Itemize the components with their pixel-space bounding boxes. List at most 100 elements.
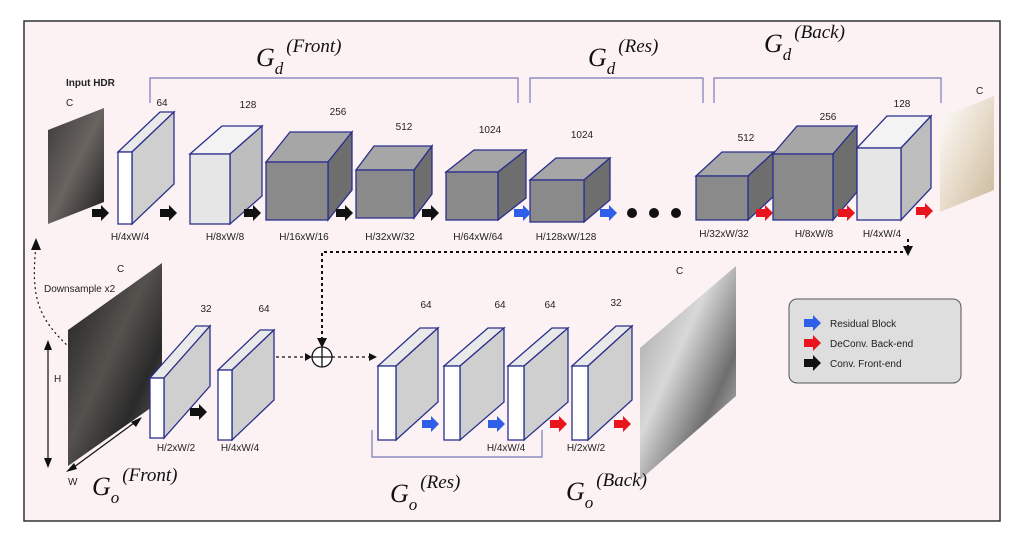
legend-label: DeConv. Back-end [830,339,913,350]
conv-arrow [422,205,439,221]
channel-count-label: 256 [330,107,347,118]
encoder-block-6 [528,156,612,224]
channel-count-label: 256 [820,112,837,123]
deconv-arrow [756,205,773,221]
residual-arrow [514,205,531,221]
gd-front-bracket [149,77,519,103]
residual-arrow [488,416,505,432]
conv-arrow [92,205,109,221]
channel-count-label: 128 [894,99,911,110]
gd-back-bracket [713,77,942,103]
resolution-label: H/2xW/2 [157,443,196,454]
conv-arrow [160,205,177,221]
deconv-arrow [916,203,933,219]
deconv-arrow [550,416,567,432]
resolution-label: H/4xW/4 [111,232,150,243]
skip-connection-dotted [321,236,909,340]
residual-arrow [600,205,617,221]
channel-count-label: 512 [738,133,755,144]
legend-box [788,298,962,384]
to-sum-arrowhead [305,353,312,361]
encoder-block-7 [694,150,776,222]
resolution-label: H/64xW/64 [453,232,503,243]
origin-block-4 [442,326,506,442]
resolution-label: H/32xW/32 [699,229,749,240]
svg-text:Gd(Front): Gd(Front) [256,36,342,78]
legend-label: Conv. Front-end [830,359,902,370]
legend-arrow [804,315,821,331]
encoder-block-1 [116,110,176,226]
downsample-arc [33,245,71,349]
channel-count-label: 1024 [571,130,594,141]
output-image-top [940,96,994,212]
input-big-channel-label: C [117,264,124,275]
resolution-label: H/32xW/32 [365,232,415,243]
input-hdr-label: Input HDR [66,78,116,89]
gd-res-title: Gd(Res) [588,36,658,78]
deconv-arrow [838,205,855,221]
legend: Residual Block DeConv. Back-end Conv. Fron… [788,298,962,384]
h-arrowhead-down [44,458,52,468]
encoder-block-3 [264,130,354,222]
conv-arrow [336,205,353,221]
top-blocks: 64 H/4xW/4 128 H/8xW/8 256 H/16xW/16 512 H/32xW… [111,98,933,243]
channel-count-label: 64 [544,300,556,311]
origin-block-3 [376,326,440,442]
channel-count-label: 64 [156,98,168,109]
resolution-label: H/4xW/4 [221,443,260,454]
downsample-arrowhead [31,238,41,250]
output-image-large [640,266,736,480]
input-hdr-image [48,108,104,224]
ellipsis-dot [671,208,681,218]
channel-count-label: 512 [396,122,413,133]
h-arrowhead-up [44,340,52,350]
encoder-block-4 [354,144,434,220]
output-big-channel-label: C [676,266,683,277]
svg-text:Gd(Back): Gd(Back) [764,22,845,64]
input-hdr-image-large [68,263,162,466]
w-arrowhead-left [66,463,77,472]
encoder-block-8 [771,124,859,222]
channel-count-label: 32 [610,298,622,309]
conv-arrow [244,205,261,221]
go-back-title: Go(Back) [566,470,647,512]
resolution-label: H/4xW/4 [863,229,902,240]
svg-text:Gd(Res): Gd(Res) [588,36,658,78]
channel-count-label: 1024 [479,125,502,136]
resolution-label: H/4xW/4 [487,443,526,454]
from-sum-arrowhead [369,353,377,361]
conv-arrow [190,404,207,420]
origin-block-5 [506,326,570,442]
encoder-block-9 [855,114,933,222]
input-channel-label: C [66,98,73,109]
origin-block-2 [216,328,276,442]
ellipsis-dot [627,208,637,218]
channel-count-label: 64 [494,300,506,311]
residual-arrow [422,416,439,432]
output-channel-label: C [976,86,983,97]
downsample-label: Downsample x2 [44,284,116,295]
bottom-blocks: 32 H/2xW/2 64 H/4xW/4 64 64 64 H/4xW/4 32 H/2xW/2 [148,298,634,454]
channel-count-label: 64 [258,304,270,315]
channel-count-label: 64 [420,300,432,311]
w-dimension-label: W [68,477,78,488]
gd-front-title: Gd(Front) [256,36,342,78]
go-res-bracket [371,430,543,458]
encoder-block-5 [444,148,528,222]
legend-arrow [804,355,821,371]
w-dimension-line [69,419,139,471]
svg-text:Go(Res): Go(Res) [390,472,460,514]
channel-count-label: 128 [240,100,257,111]
gd-res-bracket [529,77,704,103]
origin-block-6 [570,324,634,442]
resolution-label: H/8xW/8 [206,232,245,243]
top-arrows [92,203,933,221]
encoder-block-2 [188,124,264,226]
resolution-label: H/16xW/16 [279,232,329,243]
legend-arrow [804,335,821,351]
channel-count-label: 32 [200,304,212,315]
ellipsis-dot [649,208,659,218]
gd-back-title: Gd(Back) [764,22,845,64]
